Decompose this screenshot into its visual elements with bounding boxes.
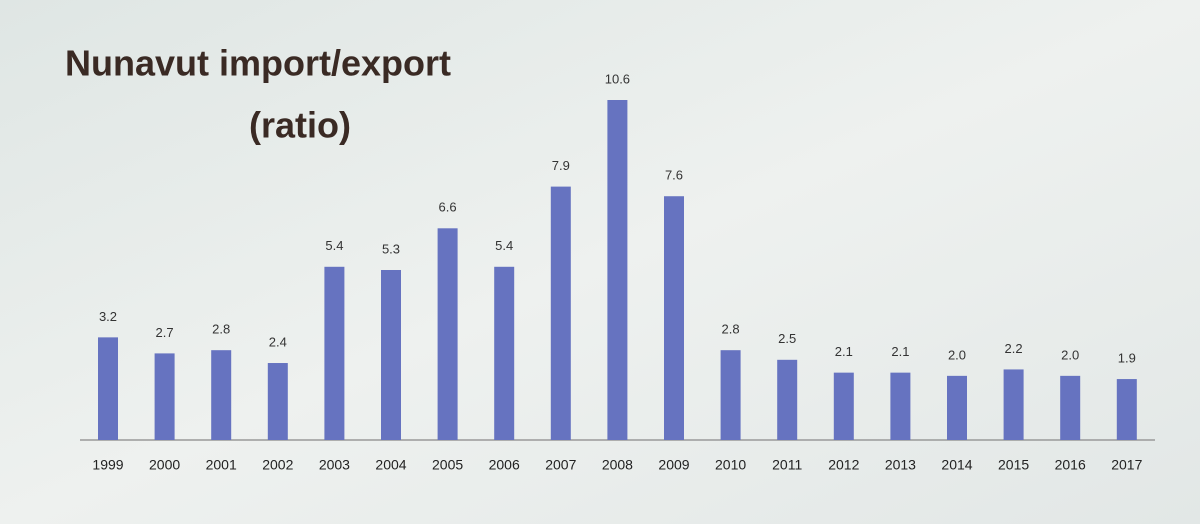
bar <box>98 337 118 440</box>
x-tick-label: 2002 <box>262 457 293 473</box>
x-tick-label: 2010 <box>715 457 746 473</box>
bar <box>1116 379 1137 440</box>
bar <box>607 100 628 440</box>
x-tick-label: 2006 <box>489 457 520 473</box>
x-tick-label: 2012 <box>828 457 859 473</box>
bar <box>550 186 571 440</box>
bar <box>267 363 288 440</box>
data-label: 10.6 <box>605 71 630 86</box>
x-tick-label: 2011 <box>772 457 802 473</box>
data-label: 5.3 <box>382 241 400 256</box>
data-label: 2.4 <box>269 334 287 349</box>
data-label: 7.6 <box>665 168 683 183</box>
bar <box>154 353 175 440</box>
x-tick-label: 2009 <box>658 457 689 473</box>
data-label: 2.0 <box>948 347 966 362</box>
chart-title: Nunavut import/export <box>65 43 451 84</box>
data-label: 5.4 <box>325 238 343 253</box>
x-tick-label: 2014 <box>941 457 972 473</box>
data-label: 5.4 <box>495 238 513 253</box>
bar <box>324 266 345 440</box>
data-label: 2.2 <box>1005 341 1023 356</box>
bar <box>211 350 232 440</box>
x-tick-label: 2017 <box>1111 457 1142 473</box>
data-label: 2.8 <box>722 322 740 337</box>
data-label: 1.9 <box>1118 350 1136 365</box>
chart-title: (ratio) <box>249 105 351 146</box>
x-tick-label: 2000 <box>149 457 180 473</box>
x-tick-label: 2013 <box>885 457 916 473</box>
data-label: 2.7 <box>156 325 174 340</box>
x-tick-label: 2007 <box>545 457 576 473</box>
data-label: 2.1 <box>835 344 853 359</box>
data-label: 2.1 <box>891 344 909 359</box>
x-tick-label: 2003 <box>319 457 350 473</box>
data-label: 6.6 <box>439 200 457 215</box>
x-tick-label: 2001 <box>206 457 237 473</box>
bar <box>890 372 911 440</box>
x-tick-label: 2015 <box>998 457 1029 473</box>
bar <box>1060 375 1081 440</box>
bar <box>381 270 401 440</box>
data-label: 2.5 <box>778 331 796 346</box>
data-label: 2.8 <box>212 322 230 337</box>
x-tick-label: 2008 <box>602 457 633 473</box>
data-label: 2.0 <box>1061 347 1079 362</box>
bar <box>664 196 684 440</box>
bar <box>833 372 854 440</box>
bar <box>437 228 458 440</box>
x-tick-label: 1999 <box>92 457 123 473</box>
bar <box>777 359 798 440</box>
data-label: 3.2 <box>99 309 117 324</box>
bar <box>1003 369 1024 440</box>
data-label: 7.9 <box>552 158 570 173</box>
x-tick-label: 2004 <box>375 457 406 473</box>
bar <box>720 350 741 440</box>
x-tick-label: 2016 <box>1055 457 1086 473</box>
bar <box>947 375 967 440</box>
x-tick-label: 2005 <box>432 457 463 473</box>
bar <box>494 266 515 440</box>
